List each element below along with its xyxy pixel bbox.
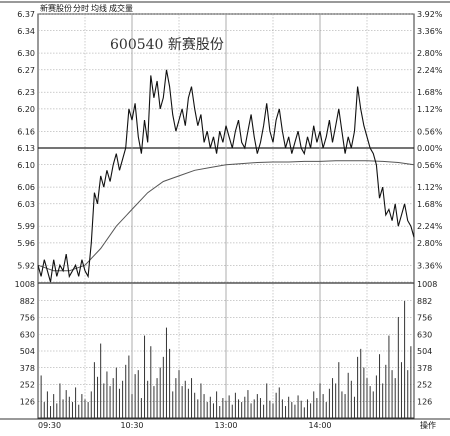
chart-frame (0, 2, 450, 419)
price-tick-label: 5.92 (17, 261, 35, 270)
price-tick-label: 5.96 (17, 239, 35, 248)
time-tick-label: 10:30 (120, 421, 143, 430)
percent-tick-label: 2.24% (417, 222, 443, 231)
price-tick-label: 6.30 (17, 49, 35, 58)
time-tick-label: 14:00 (308, 421, 331, 430)
percent-tick-label: 0.56% (417, 127, 443, 136)
header-item[interactable]: 新赛股份 (40, 3, 72, 13)
percent-tick-label: 3.92% (417, 10, 443, 19)
price-tick-label: 5.99 (17, 222, 35, 231)
header-item[interactable]: 均线 (91, 3, 107, 13)
percent-tick-label: 1.12% (417, 105, 443, 114)
volume-tick-label: 378 (417, 364, 432, 373)
volume-tick-label: 252 (417, 381, 432, 390)
operate-menu[interactable]: 操作 (420, 420, 436, 430)
volume-tick-label: 630 (417, 330, 432, 339)
percent-tick-label: 1.12% (417, 183, 443, 192)
time-tick-label: 09:30 (38, 421, 61, 430)
percent-tick-label: 0.56% (417, 161, 443, 170)
price-tick-label: 6.27 (17, 66, 35, 75)
volume-tick-label: 882 (20, 297, 35, 306)
price-tick-label: 6.37 (17, 10, 35, 19)
percent-tick-label: 0.00% (417, 144, 443, 153)
percent-tick-label: 2.24% (417, 66, 443, 75)
volume-tick-label: 1008 (15, 280, 35, 289)
price-tick-label: 6.16 (17, 127, 35, 136)
price-tick-label: 6.10 (17, 161, 35, 170)
price-tick-label: 6.34 (17, 27, 35, 36)
volume-tick-label: 126 (417, 397, 432, 406)
volume-tick-label: 756 (20, 314, 35, 323)
price-tick-label: 6.13 (17, 144, 35, 153)
volume-tick-label: 630 (20, 330, 35, 339)
stock-annotation: 600540 新赛股份 (110, 37, 224, 53)
header-item[interactable]: 成交量 (109, 3, 133, 13)
header-item[interactable]: 分时 (73, 3, 89, 13)
volume-tick-label: 756 (417, 314, 432, 323)
header-bar: 新赛股份 分时 均线 成交量 (40, 3, 133, 13)
volume-tick-label: 882 (417, 297, 432, 306)
percent-tick-label: 1.68% (417, 200, 443, 209)
volume-tick-label: 504 (417, 347, 432, 356)
price-tick-label: 6.20 (17, 105, 35, 114)
volume-tick-label: 252 (20, 381, 35, 390)
time-tick-label: 13:00 (214, 421, 237, 430)
percent-tick-label: 1.68% (417, 88, 443, 97)
price-tick-label: 6.06 (17, 183, 35, 192)
volume-tick-label: 504 (20, 347, 35, 356)
price-tick-label: 6.03 (17, 200, 35, 209)
percent-tick-label: 2.80% (417, 49, 443, 58)
volume-tick-label: 126 (20, 397, 35, 406)
volume-tick-label: 1008 (417, 280, 437, 289)
percent-tick-label: 3.36% (417, 261, 443, 270)
percent-tick-label: 3.36% (417, 27, 443, 36)
price-tick-label: 6.23 (17, 88, 35, 97)
volume-tick-label: 378 (20, 364, 35, 373)
percent-tick-label: 2.80% (417, 239, 443, 248)
